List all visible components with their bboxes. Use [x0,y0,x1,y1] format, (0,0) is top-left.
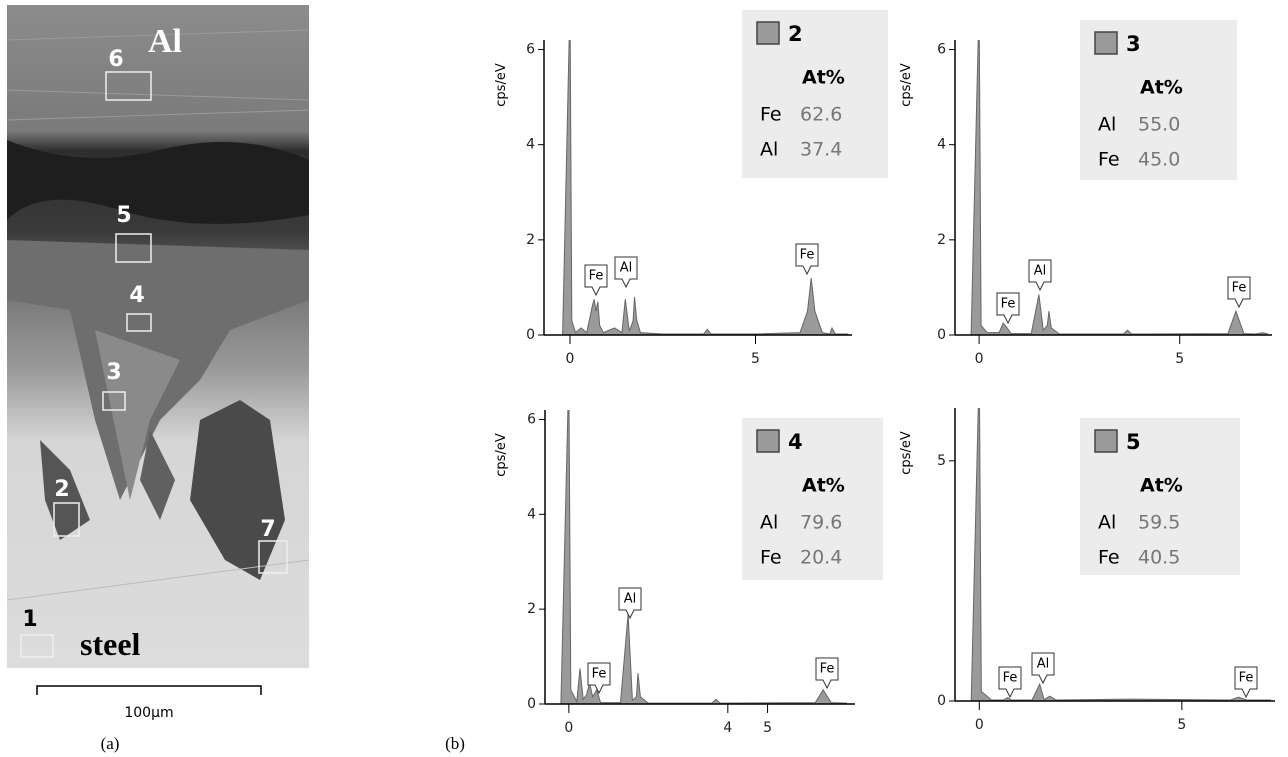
y-tick-label: 2 [937,232,946,248]
y-tick-label: 0 [527,696,536,712]
peak-label: Fe [820,662,835,677]
y-tick-label: 2 [526,232,535,248]
legend-value: 20.4 [800,547,842,569]
scale-bar-label: 100µm [124,705,173,721]
peak-label: Fe [589,269,604,284]
x-tick-label: 5 [751,351,760,367]
y-axis-label: cps/eV [899,431,914,475]
figure: 6 5 4 3 2 7 1 Al steel 100µm(a) (b) 0 2 4 6 0 5 cps/eV Fe… [0,0,1288,757]
legend-name: 2 [788,22,803,46]
y-tick-label: 5 [937,453,946,469]
legend-name: 4 [788,430,803,454]
y-tick-label: 6 [526,42,535,58]
legend-header: At% [1140,475,1183,497]
legend-element: Fe [1098,149,1120,171]
x-tick-label: 4 [723,720,732,736]
legend-element: Al [1098,512,1116,534]
sem-image [7,5,309,668]
y-tick-label: 0 [937,327,946,343]
spectra: 0 2 4 6 0 5 cps/eV Fe Al Fe 2 At% Fe 62.6 Al 37.4 0 2 4 6 0 5… [494,2,1275,736]
x-tick-label: 5 [763,720,772,736]
peak-label: Fe [800,248,815,263]
legend-value: 40.5 [1138,547,1180,569]
spectrum-chart: 0 2 4 6 0 4 5 cps/eV Fe Al Fe 4 At% Al 79.6 Fe 20.4 [494,372,883,736]
legend-swatch [1095,32,1117,54]
legend-value: 59.5 [1138,512,1180,534]
region-label: 1 [22,607,37,632]
legend-swatch [1095,430,1117,452]
y-tick-label: 0 [937,693,946,709]
panel-label: (b) [445,734,465,753]
region-label: 7 [260,517,275,542]
scale-bar [37,686,261,695]
x-tick-label: 0 [564,720,573,736]
legend-element: Fe [1098,547,1120,569]
phase-label: steel [80,626,141,662]
legend-value: 62.6 [800,104,842,126]
legend-swatch [757,22,779,44]
region-label: 6 [108,47,123,72]
legend-value: 79.6 [800,512,842,534]
y-axis-label: cps/eV [899,63,914,107]
y-tick-label: 0 [526,327,535,343]
legend-element: Al [1098,114,1116,136]
peak-label: Al [620,261,633,276]
peak-label: Fe [1232,281,1247,296]
legend-name: 3 [1126,32,1141,56]
peak-label: Fe [1001,297,1016,312]
peak-label: Fe [1003,671,1018,686]
phase-label: Al [148,23,182,60]
legend-value: 55.0 [1138,114,1180,136]
y-tick-label: 2 [527,601,536,617]
y-tick-label: 6 [527,411,536,427]
y-axis-label: cps/eV [494,433,509,477]
peak-label: Al [1034,264,1047,279]
legend-value: 37.4 [800,139,842,161]
legend-value: 45.0 [1138,149,1180,171]
legend-element: Fe [760,547,782,569]
region-label: 3 [106,360,121,385]
y-tick-label: 4 [526,137,535,153]
region-label: 5 [116,203,131,228]
y-tick-label: 4 [937,137,946,153]
spectrum-chart: 0 2 4 6 0 5 cps/eV Fe Al Fe 3 At% Al 55.0 Fe 45.0 [899,2,1272,367]
x-tick-label: 5 [1177,717,1186,733]
panel-label: (a) [101,734,120,753]
legend-element: Al [760,512,778,534]
legend-swatch [757,430,779,452]
legend-header: At% [802,475,845,497]
x-tick-label: 5 [1175,351,1184,367]
legend-name: 5 [1126,430,1141,454]
x-tick-label: 0 [566,351,575,367]
peak-label: Fe [1239,671,1254,686]
x-tick-label: 0 [975,717,984,733]
peak-label: Al [1037,657,1050,672]
legend-element: Al [760,139,778,161]
y-axis-label: cps/eV [494,63,509,107]
region-label: 2 [54,477,69,502]
region-label: 4 [129,283,144,308]
spectrum-chart: 0 5 0 5 cps/eV Fe Al Fe 5 At% Al 59.5 Fe 40.5 [899,365,1275,733]
y-tick-label: 6 [937,42,946,58]
spectrum-chart: 0 2 4 6 0 5 cps/eV Fe Al Fe 2 At% Fe 62.6 Al 37.4 [494,2,888,367]
legend-header: At% [802,67,845,89]
legend-header: At% [1140,77,1183,99]
y-tick-label: 4 [527,506,536,522]
x-tick-label: 0 [975,351,984,367]
peak-label: Fe [592,667,607,682]
peak-label: Al [624,592,637,607]
legend-element: Fe [760,104,782,126]
